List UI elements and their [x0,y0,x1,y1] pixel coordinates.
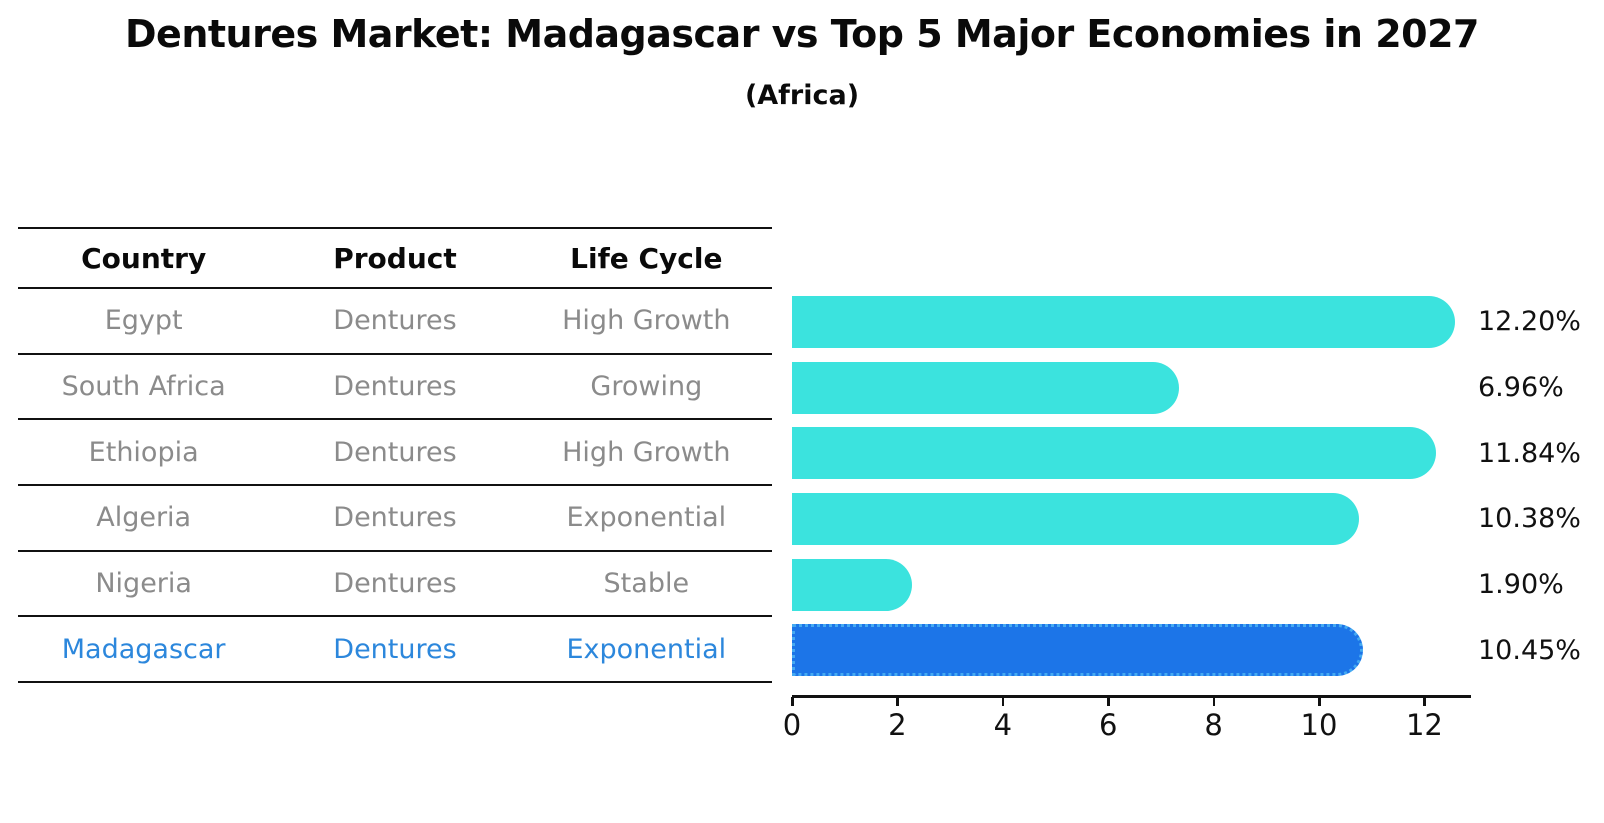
table-header-row: Country Product Life Cycle [18,227,772,289]
x-axis-tick [791,697,794,706]
value-label: 10.38% [1478,503,1581,535]
table-row: Egypt Dentures High Growth [18,289,772,355]
product-cell: Dentures [333,305,457,337]
x-axis-tick [1212,697,1216,706]
product-cell: Dentures [333,568,457,600]
table-row: Algeria Dentures Exponential [18,486,772,552]
table-row: Nigeria Dentures Stable [18,552,772,618]
x-axis-tick [1423,697,1426,706]
country-cell: Algeria [96,502,192,534]
x-axis-tick [896,697,899,706]
bar-plot-area [792,289,1492,683]
bar [792,558,913,611]
x-axis-tick [1318,697,1321,706]
life-cycle-cell: High Growth [562,305,731,337]
country-cell: Egypt [104,305,183,337]
x-axis-tick [1107,697,1110,706]
column-header-country: Country [81,241,207,275]
x-axis-tick [1001,697,1005,706]
x-axis-tick-label: 12 [1405,708,1443,742]
country-table: Country Product Life Cycle Egypt Dentures… [18,227,772,684]
highlight-bar [792,624,1363,677]
product-cell: Dentures [333,436,457,468]
chart-title: Dentures Market: Madagascar vs Top 5 Maj… [125,12,1479,56]
table-row: Madagascar Dentures Exponential [18,617,772,684]
x-axis-tick-label: 0 [782,708,802,742]
life-cycle-cell: Growing [590,371,703,403]
x-axis-tick-label: 8 [1204,708,1223,742]
life-cycle-cell: Exponential [566,502,727,534]
column-header-life-cycle: Life Cycle [570,241,723,275]
life-cycle-cell: Exponential [566,633,727,665]
bar [792,361,1179,414]
life-cycle-cell: High Growth [562,436,731,468]
country-cell: South Africa [61,371,226,403]
bar [792,295,1455,348]
product-cell: Dentures [333,371,457,403]
value-label: 11.84% [1478,437,1581,469]
x-axis-tick-label: 6 [1098,708,1118,742]
bar [792,492,1360,545]
country-cell: Madagascar [61,633,226,665]
x-axis-tick-label: 10 [1300,708,1338,742]
value-label: 1.90% [1478,569,1564,601]
value-label: 6.96% [1478,372,1564,404]
table-body: Egypt Dentures High Growth South Africa Dent… [18,289,772,684]
country-cell: Ethiopia [88,436,199,468]
x-axis-tick-label: 4 [993,708,1013,742]
product-cell: Dentures [333,633,457,665]
column-header-product: Product [333,241,457,275]
x-axis-tick-label: 2 [888,708,907,742]
life-cycle-cell: Stable [603,568,690,600]
product-cell: Dentures [333,502,457,534]
chart-subtitle: (Africa) [744,80,860,111]
value-label: 12.20% [1478,306,1581,338]
bar [792,427,1436,480]
value-label: 10.45% [1478,634,1581,666]
country-cell: Nigeria [95,568,192,600]
table-row: Ethiopia Dentures High Growth [18,420,772,487]
table-row: South Africa Dentures Growing [18,355,772,421]
x-axis-line [792,695,1471,698]
